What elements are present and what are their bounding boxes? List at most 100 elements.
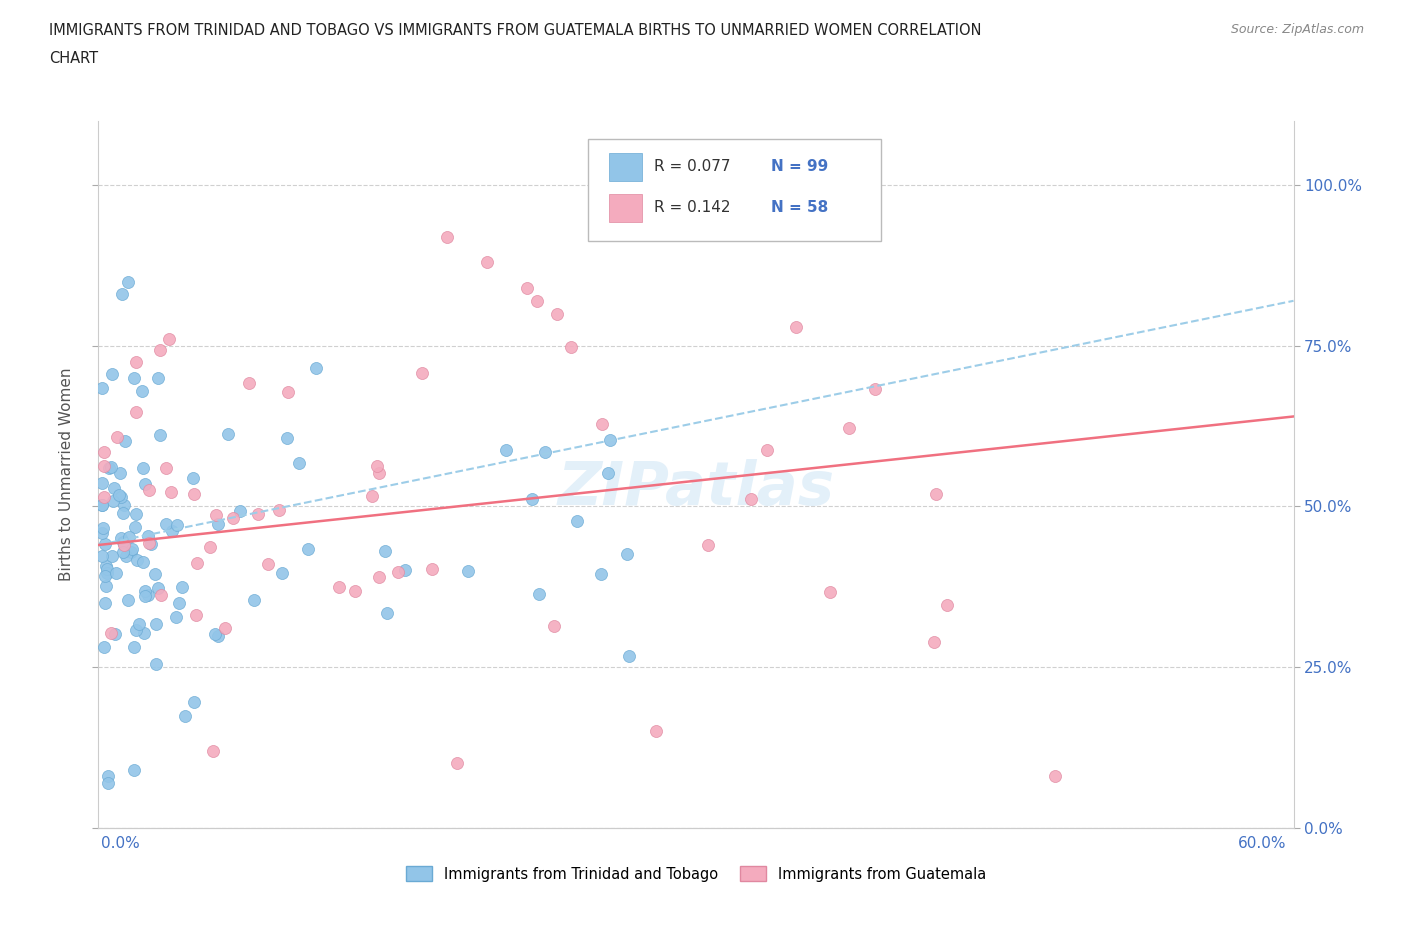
Point — [160, 524, 183, 538]
Point — [155, 460, 177, 475]
Point — [128, 617, 150, 631]
Point — [117, 530, 139, 545]
Point — [755, 443, 778, 458]
Text: R = 0.142: R = 0.142 — [654, 200, 731, 216]
Point — [375, 605, 398, 620]
Point — [91, 520, 114, 535]
Point — [619, 648, 641, 663]
Point — [374, 544, 396, 559]
Point — [91, 380, 114, 395]
Text: ZIPatlas: ZIPatlas — [557, 458, 835, 518]
Point — [183, 486, 205, 501]
Point — [181, 471, 204, 485]
Point — [565, 513, 588, 528]
Point — [125, 623, 148, 638]
Point — [94, 596, 117, 611]
Point — [96, 565, 118, 580]
Point — [117, 274, 139, 289]
Point — [202, 744, 225, 759]
Point — [110, 466, 132, 481]
Point — [546, 306, 568, 321]
Point — [368, 465, 391, 480]
Point — [228, 504, 250, 519]
Point — [198, 539, 221, 554]
Point — [112, 535, 135, 550]
Point — [184, 608, 207, 623]
Point — [267, 503, 290, 518]
Point — [110, 531, 132, 546]
Point — [344, 584, 367, 599]
Point — [305, 361, 328, 376]
Point — [599, 432, 621, 447]
Point — [271, 565, 294, 580]
Point — [101, 549, 124, 564]
Point — [132, 460, 155, 475]
Point — [148, 428, 170, 443]
Point — [526, 293, 548, 308]
Point — [124, 520, 146, 535]
Point — [91, 475, 114, 490]
Point — [366, 459, 388, 474]
Point — [91, 498, 114, 512]
Point — [111, 287, 134, 302]
Point — [93, 490, 115, 505]
Point — [217, 427, 239, 442]
Point — [132, 554, 155, 569]
Point — [125, 405, 148, 419]
Point — [121, 541, 143, 556]
Point — [94, 568, 117, 583]
Point — [114, 549, 136, 564]
Text: 0.0%: 0.0% — [101, 836, 141, 851]
Point — [136, 529, 159, 544]
Point — [394, 563, 416, 578]
Point — [93, 458, 115, 473]
Point — [146, 580, 169, 595]
Point — [204, 626, 226, 641]
Point — [838, 420, 860, 435]
Point — [104, 627, 127, 642]
Point — [186, 555, 208, 570]
Point — [785, 319, 807, 334]
Point — [91, 549, 114, 564]
Point — [591, 417, 613, 432]
Point — [138, 483, 160, 498]
Point — [922, 634, 945, 649]
Point — [616, 547, 638, 562]
Point — [120, 545, 142, 560]
Point — [160, 485, 183, 499]
Point — [94, 537, 117, 551]
Point — [387, 565, 409, 579]
Point — [166, 517, 188, 532]
Point — [174, 708, 197, 723]
Point — [533, 445, 555, 459]
Point — [520, 491, 543, 506]
Text: 60.0%: 60.0% — [1239, 836, 1286, 851]
Point — [100, 625, 122, 640]
Point — [422, 562, 444, 577]
Point — [114, 433, 136, 448]
Point — [863, 381, 886, 396]
Point — [125, 507, 148, 522]
Point — [110, 490, 132, 505]
Point — [645, 724, 668, 738]
Point — [222, 511, 245, 525]
Point — [91, 525, 114, 540]
Point — [101, 493, 124, 508]
Point — [591, 566, 613, 581]
Point — [277, 385, 299, 400]
Point — [495, 443, 517, 458]
Point — [111, 545, 134, 560]
Point — [516, 281, 538, 296]
Point — [101, 366, 124, 381]
Point — [165, 609, 187, 624]
Point — [105, 430, 128, 445]
Point — [124, 640, 146, 655]
Point — [475, 255, 498, 270]
Point — [93, 445, 115, 460]
Point — [108, 487, 131, 502]
Point — [288, 456, 311, 471]
Point — [543, 619, 565, 634]
Point — [935, 598, 957, 613]
Point — [134, 589, 156, 604]
Point — [146, 370, 169, 385]
